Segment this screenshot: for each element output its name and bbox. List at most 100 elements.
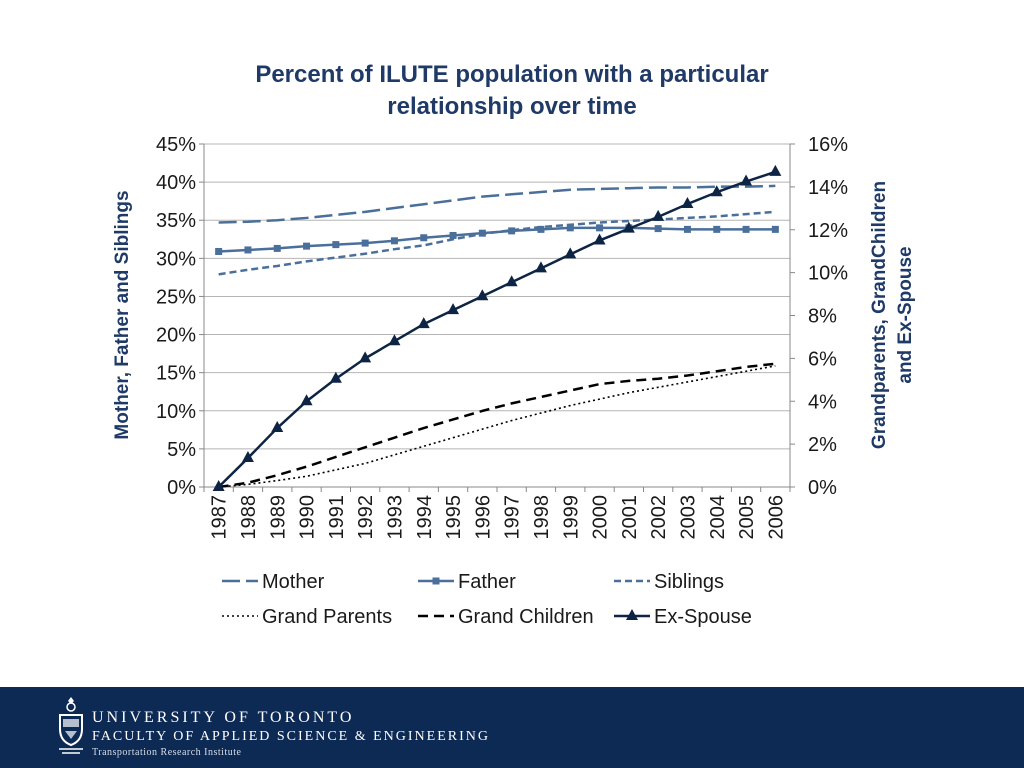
data-point-ex-spouse [476,289,489,301]
series-line-siblings [218,210,776,276]
legend-label-ex-spouse: Ex-Spouse [654,606,752,628]
data-point-ex-spouse [710,185,723,197]
left-tick-label: 45% [156,134,196,156]
x-tick-label: 1995 [443,495,465,540]
data-point-father [420,234,428,242]
data-point-father [537,225,545,233]
right-tick-label: 14% [808,177,848,199]
data-point-ex-spouse [417,317,430,329]
x-tick-label: 2005 [736,495,758,540]
data-point-ex-spouse [740,174,753,186]
x-tick-label: 1993 [384,495,406,540]
data-point-ex-spouse [534,261,547,273]
x-tick-label: 2003 [677,495,699,540]
left-tick-label: 30% [156,248,196,270]
legend-label-siblings: Siblings [654,571,724,593]
legend-marker-ex-spouse [626,609,638,620]
data-point-father [771,225,779,233]
x-tick-label: 2004 [707,495,729,540]
left-tick-label: 0% [167,477,196,499]
legend: Mother Father Siblings Grand Parents Grand C… [222,571,752,628]
data-point-father [215,247,223,255]
data-point-father [713,225,721,233]
x-tick-label: 2001 [619,495,641,540]
data-point-ex-spouse [212,480,225,491]
data-point-father [742,225,750,233]
data-point-ex-spouse [681,197,694,209]
series-line-mother [218,184,776,224]
right-tick-label: 16% [808,134,848,156]
data-point-ex-spouse [622,221,635,233]
x-tick-label: 1996 [472,495,494,540]
left-tick-label: 25% [156,286,196,308]
series-line-grand-children [218,362,776,489]
data-point-ex-spouse [329,371,342,383]
data-point-father [332,241,340,249]
right-tick-label: 0% [808,477,837,499]
legend-label-mother: Mother [262,571,325,593]
chart-title-line1: Percent of ILUTE population with a parti… [255,61,768,88]
x-tick-label: 2002 [648,495,670,540]
x-tick-label: 1997 [502,495,524,540]
left-tick-label: 40% [156,172,196,194]
right-axis-title-line1: Grandparents, GrandChildren [869,181,890,449]
left-tick-label: 20% [156,325,196,347]
data-point-ex-spouse [359,351,372,363]
data-point-father [303,242,311,250]
data-point-father [449,231,457,239]
x-tick-label: 2006 [765,495,787,540]
data-point-ex-spouse [241,451,254,463]
x-tick-label: 1989 [267,495,289,540]
left-tick-label: 15% [156,363,196,385]
x-tick-label: 1991 [326,495,348,540]
x-tick-label: 1990 [297,495,319,540]
data-point-ex-spouse [447,303,460,315]
data-point-father [508,227,516,235]
data-point-father [244,246,252,254]
x-tick-label: 1987 [209,495,231,540]
right-tick-label: 8% [808,306,837,328]
footer-university-name: UNIVERSITY OF TORONTO [92,709,355,726]
right-tick-label: 6% [808,348,837,370]
data-point-ex-spouse [271,421,284,433]
x-tick-label: 2000 [590,495,612,540]
data-point-father [361,239,369,247]
left-tick-label: 10% [156,401,196,423]
data-point-father [273,244,281,252]
data-point-father [596,224,604,232]
x-tick-label: 1994 [414,495,436,540]
data-point-ex-spouse [564,247,577,259]
footer-bar: UNIVERSITY OF TORONTO FACULTY OF APPLIED… [0,687,1024,768]
left-tick-label: 35% [156,210,196,232]
plot-area: 0% 5% 10% 15% 20% 25% 30% 35% 40% 45% 0% 2% 4% 6% 8% 10… [112,134,916,540]
right-axis-title-line2: and Ex-Spouse [895,246,916,383]
legend-label-grand-children: Grand Children [458,606,594,628]
legend-label-father: Father [458,571,516,593]
data-point-ex-spouse [593,233,606,245]
data-point-ex-spouse [769,164,782,176]
x-tick-label: 1992 [355,495,377,540]
data-point-ex-spouse [505,275,518,287]
data-point-father [654,225,662,233]
x-tick-label: 1999 [560,495,582,540]
data-point-father [683,225,691,233]
right-tick-label: 4% [808,391,837,413]
legend-marker-father [432,577,440,585]
left-axis-title: Mother, Father and Siblings [112,190,133,439]
data-point-ex-spouse [388,334,401,346]
university-crest-icon [59,697,83,754]
data-point-ex-spouse [652,209,665,221]
chart: Percent of ILUTE population with a parti… [112,61,916,628]
right-tick-label: 2% [808,434,837,456]
right-tick-label: 12% [808,220,848,242]
chart-title-line2: relationship over time [387,93,636,120]
right-tick-label: 10% [808,263,848,285]
left-tick-label: 5% [167,439,196,461]
legend-label-grand-parents: Grand Parents [262,606,392,628]
footer-institute-name: Transportation Research Institute [92,747,242,758]
data-point-ex-spouse [300,394,313,406]
data-point-father [390,237,398,245]
footer-faculty-name: FACULTY OF APPLIED SCIENCE & ENGINEERING [92,729,490,744]
series-line-grand-parents [218,365,776,488]
x-tick-label: 1988 [238,495,260,540]
